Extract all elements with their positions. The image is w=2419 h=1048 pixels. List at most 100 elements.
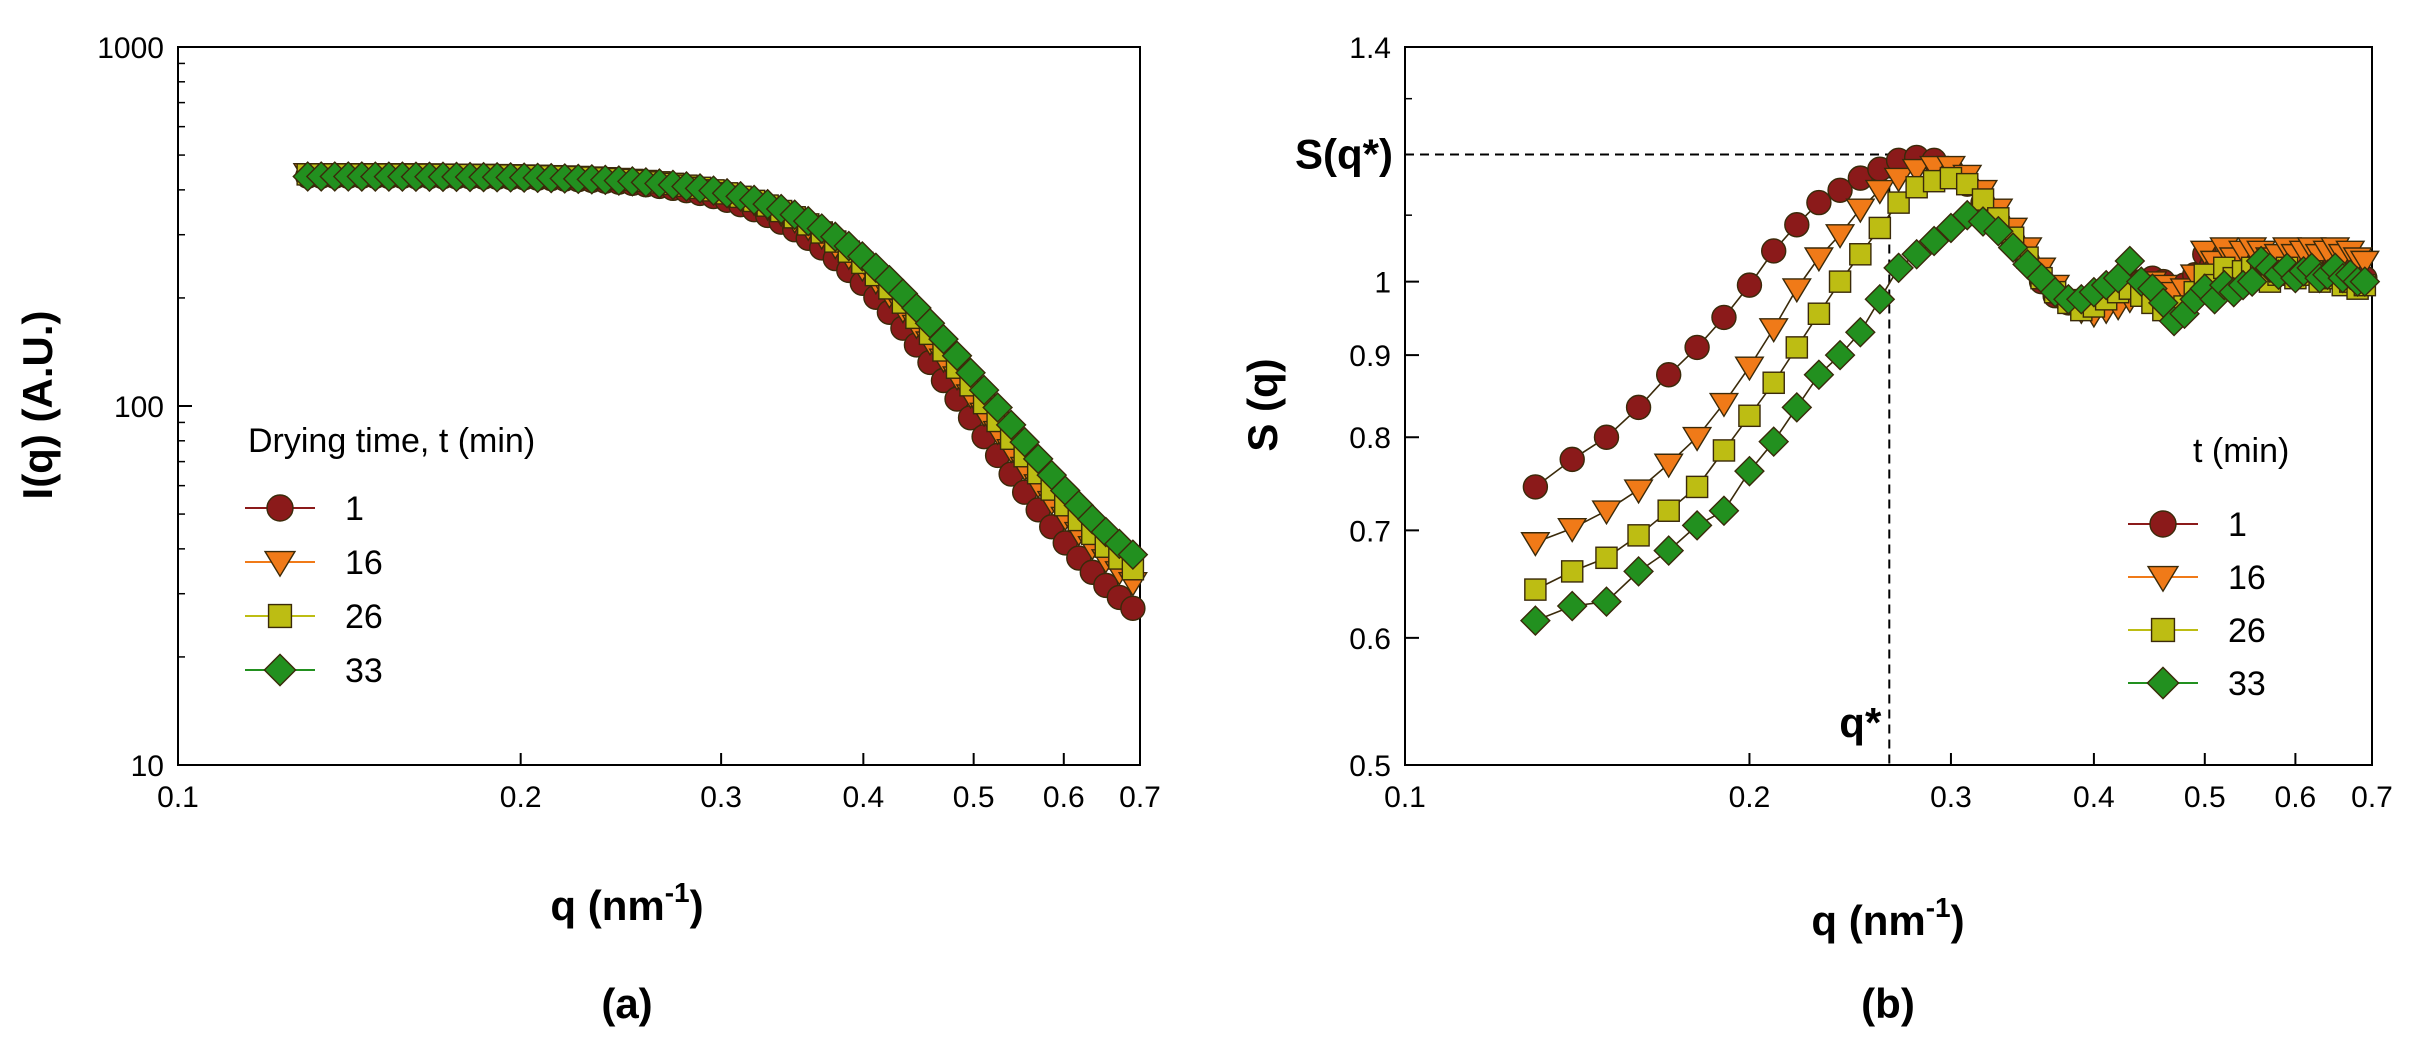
panel-b-legend-label: 26 bbox=[2228, 612, 2266, 650]
panel-b-series-33-point bbox=[1591, 586, 1622, 618]
panel-b-legend-marker bbox=[2150, 617, 2176, 643]
panel-b-series-26-point bbox=[1657, 499, 1680, 522]
panel-b-series-1-point bbox=[1593, 424, 1620, 450]
panel-a-series-33-point bbox=[860, 252, 892, 284]
panel-a-series-33 bbox=[292, 161, 1149, 571]
panel-a-legend-marker bbox=[267, 603, 293, 629]
panel-b-y-tick-label: 0.6 bbox=[1349, 623, 1391, 656]
panel-b-series-26-point bbox=[1685, 475, 1709, 499]
panel-b-series-26-point bbox=[1887, 191, 1910, 214]
panel-b-series-33-point bbox=[1653, 535, 1685, 566]
panel-a-y-tick-label: 100 bbox=[114, 391, 164, 424]
panel-b-series-26-point bbox=[1627, 524, 1650, 547]
panel-b-series-1-point bbox=[1559, 446, 1585, 473]
panel-b-y-tick-label: 1 bbox=[1374, 267, 1391, 300]
panel-b-series-16-point bbox=[1864, 179, 1895, 205]
panel-a-series-1-line bbox=[307, 175, 1134, 609]
panel-b-series-16-point bbox=[1557, 518, 1588, 543]
panel-b-qstar-label: q* bbox=[1839, 699, 1882, 746]
panel-a-legend-label: 1 bbox=[345, 490, 364, 528]
panel-a-series-33-point bbox=[1117, 539, 1149, 571]
panel-b-series-26-point bbox=[1762, 371, 1785, 395]
panel-b-series-26-point bbox=[1738, 404, 1761, 428]
panel-b-series-16-point bbox=[1781, 278, 1812, 304]
panel-b-series-26-point bbox=[1868, 216, 1892, 240]
panel-b-series-1-point bbox=[1806, 189, 1832, 216]
panel-a-x-axis-label-main: q (nm bbox=[550, 882, 664, 929]
panel-b-series-1-point bbox=[1522, 474, 1549, 500]
panel-a-x-axis-label-sup: -1 bbox=[665, 877, 690, 908]
panel-b-series-33-point bbox=[1708, 495, 1740, 527]
panel-b-series-26-point bbox=[1828, 270, 1852, 293]
panel-b-x-tick-label: 0.7 bbox=[2351, 781, 2393, 814]
panel-b-series-33-point bbox=[1734, 455, 1765, 487]
panel-b-series-16-point bbox=[1734, 356, 1765, 382]
panel-a-series-33-point bbox=[941, 340, 973, 372]
panel-b-x-tick-label: 0.4 bbox=[2073, 781, 2115, 814]
panel-a-legend-title: Drying time, t (min) bbox=[248, 422, 535, 460]
panel-b-legend-marker bbox=[2149, 510, 2177, 538]
panel-a-chart: 0.1 0.2 0.3 0.4 0.5 0.6 0.7 10 100 1000 Drying ti… bbox=[14, 32, 1161, 1027]
panel-b-series-26-point bbox=[1807, 302, 1831, 326]
panel-a-legend-label: 16 bbox=[345, 544, 383, 582]
panel-a-x-tick-label: 0.2 bbox=[500, 781, 542, 814]
panel-a-legend-marker bbox=[263, 550, 297, 578]
panel-b-y-tick-label: 0.5 bbox=[1349, 750, 1391, 783]
panel-a-y-axis-label: I(q) (A.U.) bbox=[14, 311, 61, 500]
panel-b-series-1-point bbox=[1684, 334, 1710, 361]
panel-b-legend-label: 33 bbox=[2228, 665, 2266, 703]
panel-b-series-33-point bbox=[1844, 316, 1876, 348]
panel-b-series-26-point bbox=[1524, 578, 1547, 601]
panel-b-series-1-point bbox=[1784, 212, 1810, 238]
panel-a-y-tick-label: 10 bbox=[131, 750, 164, 783]
panel-b-series-33-point bbox=[2349, 266, 2381, 298]
panel-a-series-33-point bbox=[1009, 426, 1041, 458]
panel-b-series-33-point bbox=[1864, 283, 1896, 315]
panel-b-x-tick-label: 0.3 bbox=[1930, 781, 1972, 814]
panel-b-series-33-point bbox=[1997, 232, 2029, 264]
panel-b-series-33-point bbox=[2114, 245, 2146, 277]
panel-b-series-16-point bbox=[1845, 198, 1876, 224]
panel-b-x-tick-label: 0.1 bbox=[1384, 781, 1426, 814]
panel-a-y-tick-label: 1000 bbox=[97, 32, 164, 65]
panel-a-label: (a) bbox=[601, 980, 652, 1027]
panel-b-label: (b) bbox=[1861, 980, 1915, 1027]
panel-b-series-26-point bbox=[1712, 439, 1736, 462]
panel-a-x-tick-label: 0.5 bbox=[953, 781, 995, 814]
panel-b-x-tick-label: 0.5 bbox=[2184, 781, 2226, 814]
panel-b-y-tick-label: 0.8 bbox=[1349, 422, 1391, 455]
panel-b-series-1-point bbox=[1711, 304, 1737, 331]
panel-b-series-1-point bbox=[1827, 177, 1853, 203]
panel-b-series-26-point bbox=[1849, 243, 1872, 266]
panel-b-series-33-point bbox=[1901, 238, 1933, 270]
panel-b-series-33-point bbox=[1556, 590, 1588, 622]
panel-a-legend-label: 33 bbox=[345, 652, 383, 690]
panel-a-legend-marker bbox=[263, 653, 297, 687]
panel-a-x-tick-label: 0.7 bbox=[1119, 781, 1161, 814]
panel-a-x-tick-label: 0.3 bbox=[700, 781, 742, 814]
panel-a-x-axis-label: q (nm-1) bbox=[550, 877, 703, 929]
panel-b-series-26-point bbox=[1785, 336, 1809, 359]
panel-b-x-axis-label-sup: -1 bbox=[1926, 892, 1951, 923]
panel-b-series-26-point bbox=[1595, 546, 1618, 570]
panel-b-series-16-point bbox=[1623, 479, 1654, 505]
panel-b-legend-marker bbox=[2146, 666, 2180, 700]
panel-a-legend-label: 26 bbox=[345, 598, 383, 636]
panel-a-x-tick-label: 0.6 bbox=[1043, 781, 1085, 814]
panel-b-series-16-point bbox=[1653, 453, 1684, 479]
panel-b-series-33-point bbox=[1982, 215, 2014, 247]
panel-b-series-1-point bbox=[1655, 362, 1682, 388]
panel-a-series-33-point bbox=[982, 392, 1014, 423]
panel-b-x-tick-label: 0.6 bbox=[2275, 781, 2317, 814]
panel-b-x-axis-label-main: q (nm bbox=[1811, 897, 1925, 944]
panel-b-series-33-point bbox=[1519, 605, 1551, 637]
panel-b-series-33-point bbox=[1623, 556, 1654, 587]
panel-b-series-16-point bbox=[1803, 247, 1834, 273]
panel-b-series-1-point bbox=[1625, 394, 1652, 421]
panel-a-legend: Drying time, t (min) 1 16 26 33 bbox=[245, 422, 535, 690]
panel-b-y-tick-label: 0.7 bbox=[1349, 515, 1391, 548]
panel-b-series-16-point bbox=[1520, 532, 1551, 557]
panel-b-legend-label: 1 bbox=[2228, 506, 2247, 544]
panel-b-series-33-point bbox=[1681, 510, 1713, 541]
